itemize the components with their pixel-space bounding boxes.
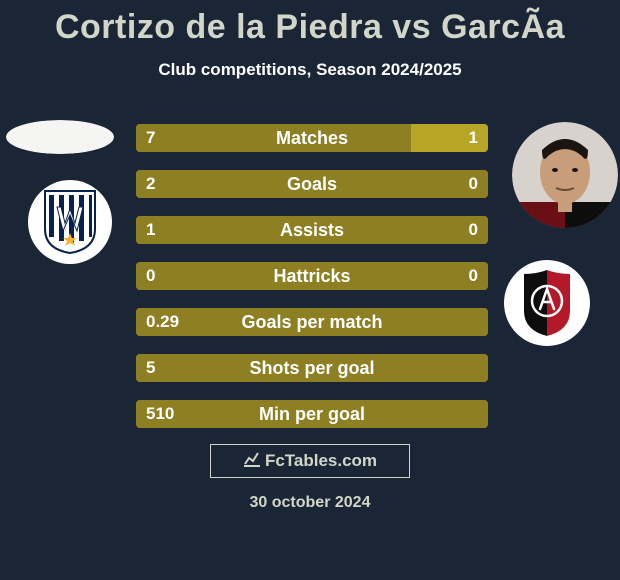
bar-value-right: 0 — [469, 170, 478, 198]
bar-label: Hattricks — [136, 262, 488, 290]
bar-label: Goals — [136, 170, 488, 198]
club-logo-right — [504, 260, 590, 346]
bar-label: Goals per match — [136, 308, 488, 336]
bar-value-right: 0 — [469, 262, 478, 290]
stat-row: Matches7 1 — [136, 124, 488, 152]
watermark-text: FcTables.com — [265, 451, 377, 471]
stripe-icon — [89, 195, 92, 237]
stat-row: Hattricks0 0 — [136, 262, 488, 290]
comparison-bars: Matches71Goals20Assists10Hattricks00Goal… — [136, 124, 488, 446]
bar-label: Shots per goal — [136, 354, 488, 382]
bar-value-left: 7 — [146, 124, 155, 152]
bar-value-left: 1 — [146, 216, 155, 244]
stat-row: Goals2 0 — [136, 170, 488, 198]
comparison-infographic: Cortizo de la Piedra vs GarcÃ­a Club com… — [0, 0, 620, 580]
bar-value-right: 1 — [469, 124, 478, 152]
stat-row: Goals per match0.29 — [136, 308, 488, 336]
avatar-placeholder-ellipse — [6, 120, 114, 154]
bar-value-left: 510 — [146, 400, 174, 428]
chart-icon — [243, 450, 261, 473]
bar-value-left: 2 — [146, 170, 155, 198]
bar-label: Matches — [136, 124, 488, 152]
neck — [558, 200, 572, 212]
stat-row: Assists1 0 — [136, 216, 488, 244]
page-title: Cortizo de la Piedra vs GarcÃ­a — [0, 8, 620, 47]
shirt-right — [565, 202, 618, 228]
player-avatar-right — [512, 122, 618, 228]
shirt-left — [512, 202, 565, 228]
bar-label: Min per goal — [136, 400, 488, 428]
chart-line-icon — [245, 453, 258, 464]
eye-right — [572, 168, 578, 172]
stat-row: Shots per goal5 — [136, 354, 488, 382]
date-text: 30 october 2024 — [0, 494, 620, 512]
stat-row: Min per goal510 — [136, 400, 488, 428]
club-logo-left — [28, 180, 112, 264]
bar-value-left: 5 — [146, 354, 155, 382]
bar-label: Assists — [136, 216, 488, 244]
bar-value-left: 0 — [146, 262, 155, 290]
eye-left — [552, 168, 558, 172]
watermark: FcTables.com — [210, 444, 410, 478]
subtitle: Club competitions, Season 2024/2025 — [0, 60, 620, 80]
stripe-icon — [49, 195, 54, 237]
player-avatar-left — [6, 120, 114, 154]
bar-value-left: 0.29 — [146, 308, 179, 336]
bar-value-right: 0 — [469, 216, 478, 244]
